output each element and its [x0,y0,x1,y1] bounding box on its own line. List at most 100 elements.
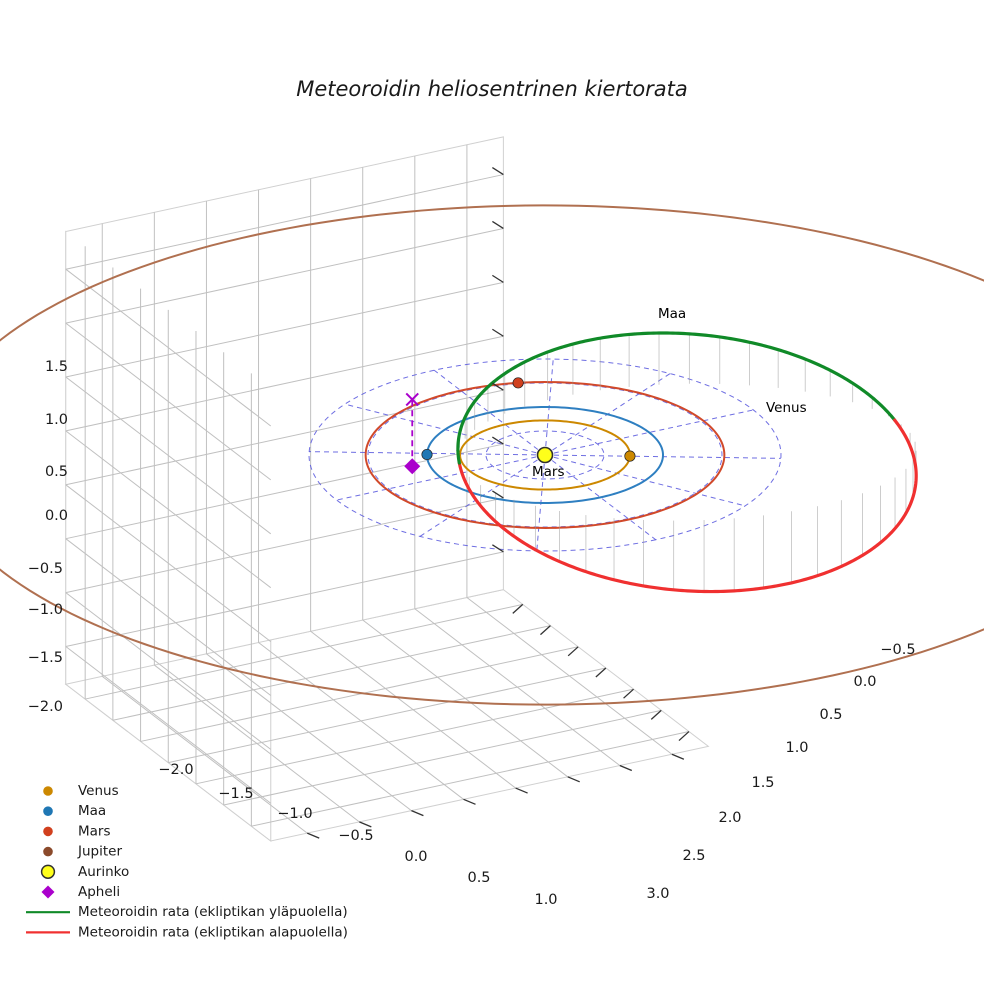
aphelion-projection-x-marker [405,392,419,407]
orbit-jupiter [0,204,984,706]
gridline-floor-y [414,608,621,766]
gridline-left-z [65,389,504,486]
gridline-floor-y [258,642,464,800]
legend-label: Venus [78,783,119,799]
legend-item[interactable]: Venus [43,783,119,799]
planet-marker-maa [421,448,433,461]
gridline-back-z [65,646,272,804]
gridline-floor-y [362,619,568,778]
tickmark-x [650,709,662,720]
gridline-back-z [65,592,272,750]
tickmark-y [463,798,476,805]
axis-tick-label-z: 0.5 [45,464,68,480]
gridline-back-z [65,376,272,535]
tickmark-y [619,764,633,772]
gridline-back-z [65,268,272,427]
tickmark-x [595,667,607,678]
axis-tick-label-y: −0.5 [880,642,915,658]
gridline-floor-x [112,625,551,721]
chart-title: Meteoroidin heliosentrinen kiertorata [296,77,688,101]
legend-label: Maa [78,803,106,819]
celestial-bodies [421,377,636,464]
axis-tick-label-z: −1.5 [28,650,63,666]
legend-label: Meteoroidin rata (ekliptikan alapuolella… [78,924,348,940]
polar-ring [367,382,723,528]
planet-label-maa: Maa [658,306,686,322]
legend-item[interactable]: Apheli [41,884,121,900]
tickmark-y [671,753,685,760]
meteoroid-segment-below [457,418,918,594]
gridline-left-z [65,335,504,432]
gridline-left-z [65,551,504,647]
gridline-left-z [65,497,504,594]
axis-tick-label-z: 1.0 [45,412,68,428]
legend: Venus Maa Mars Jupiter Aurinko Apheli Meteoroi… [26,783,348,940]
tickmark-y [359,821,372,828]
planet-label-venus: Venus [766,400,807,416]
axis-tick-label-y: 0.0 [853,674,876,690]
axis-tick-label-y: 0.5 [819,707,842,723]
pane-left-wall [65,136,504,685]
planet-marker-venus [624,450,636,462]
orbit-mars [364,381,726,529]
axis-tick-label-z: −0.5 [28,561,63,577]
aphelion-group [404,392,421,475]
legend-label: Meteoroidin rata (ekliptikan yläpuolella… [78,904,348,920]
axis-labels: 1.51.00.50.0−0.5−1.0−1.5−2.0−2.0−1.5−1.0… [28,359,916,908]
legend-item[interactable]: Meteoroidin rata (ekliptikan yläpuolella… [26,904,348,920]
tickmark-z [492,328,504,337]
gridline-floor-y [101,675,308,834]
axis-tick-label-x: −2.0 [158,762,193,778]
legend-marker-dot [43,806,53,816]
gridline-back-z [65,430,272,589]
axis-tick-label-z: −1.0 [28,602,63,618]
legend-item[interactable]: Maa [43,803,107,819]
chart-title-group: Meteoroidin heliosentrinen kiertorata [296,77,688,101]
axis-tick-label-y: 1.0 [785,740,808,756]
axis-tick-label-x: −0.5 [338,828,373,844]
aphelion-diamond-marker [404,458,421,475]
legend-item[interactable]: Meteoroidin rata (ekliptikan alapuolella… [26,924,348,940]
legend-marker-dot [43,826,53,837]
legend-item[interactable]: Mars [43,823,111,839]
gridline-floor-y [206,653,412,811]
legend-marker-sun [40,864,56,879]
gridline-floor-x [140,646,579,742]
legend-label: Mars [78,823,111,839]
axis-tick-label-x: −1.5 [218,786,253,802]
sun-marker [536,446,554,464]
axis-tick-label-z: −2.0 [28,699,63,715]
tickmark-z [492,382,504,391]
legend-marker-diamond [41,885,55,899]
axis-tick-label-z: 1.5 [45,359,68,375]
gridline-floor-x [168,667,606,764]
meteoroid-segment-above [456,331,897,453]
tickmark-z [492,490,504,499]
polar-ring [308,358,782,552]
legend-marker-dot [43,786,53,796]
plot-body-labels: Maa Venus Mars [532,306,807,480]
tickmark-y [411,809,424,817]
legend-item[interactable]: Jupiter [43,844,123,860]
legend-item[interactable]: Aurinko [40,864,130,880]
gridline-back-z [65,322,272,481]
gridline-floor-y [466,597,673,755]
gridline-floor-x [251,731,690,827]
gridline-floor-y [154,664,360,823]
tickmark-y [306,832,320,839]
gridline-left-z [65,174,504,270]
legend-label: Apheli [78,884,120,900]
planet-label-mars: Mars [532,464,565,480]
tickmark-x [678,731,690,742]
polar-ring [485,430,605,480]
gridline-left-z [65,281,504,378]
axis-tick-label-z: 0.0 [45,508,68,524]
axis-tick-label-y: 2.0 [718,810,741,826]
meteoroid-orbit [456,331,918,594]
axis-tick-label-y: 1.5 [751,775,774,791]
gridline-floor-x [223,709,662,806]
gridline-back-z [65,484,272,642]
axis-tick-label-y: 3.0 [646,886,669,902]
gridline-back-z [65,538,272,696]
